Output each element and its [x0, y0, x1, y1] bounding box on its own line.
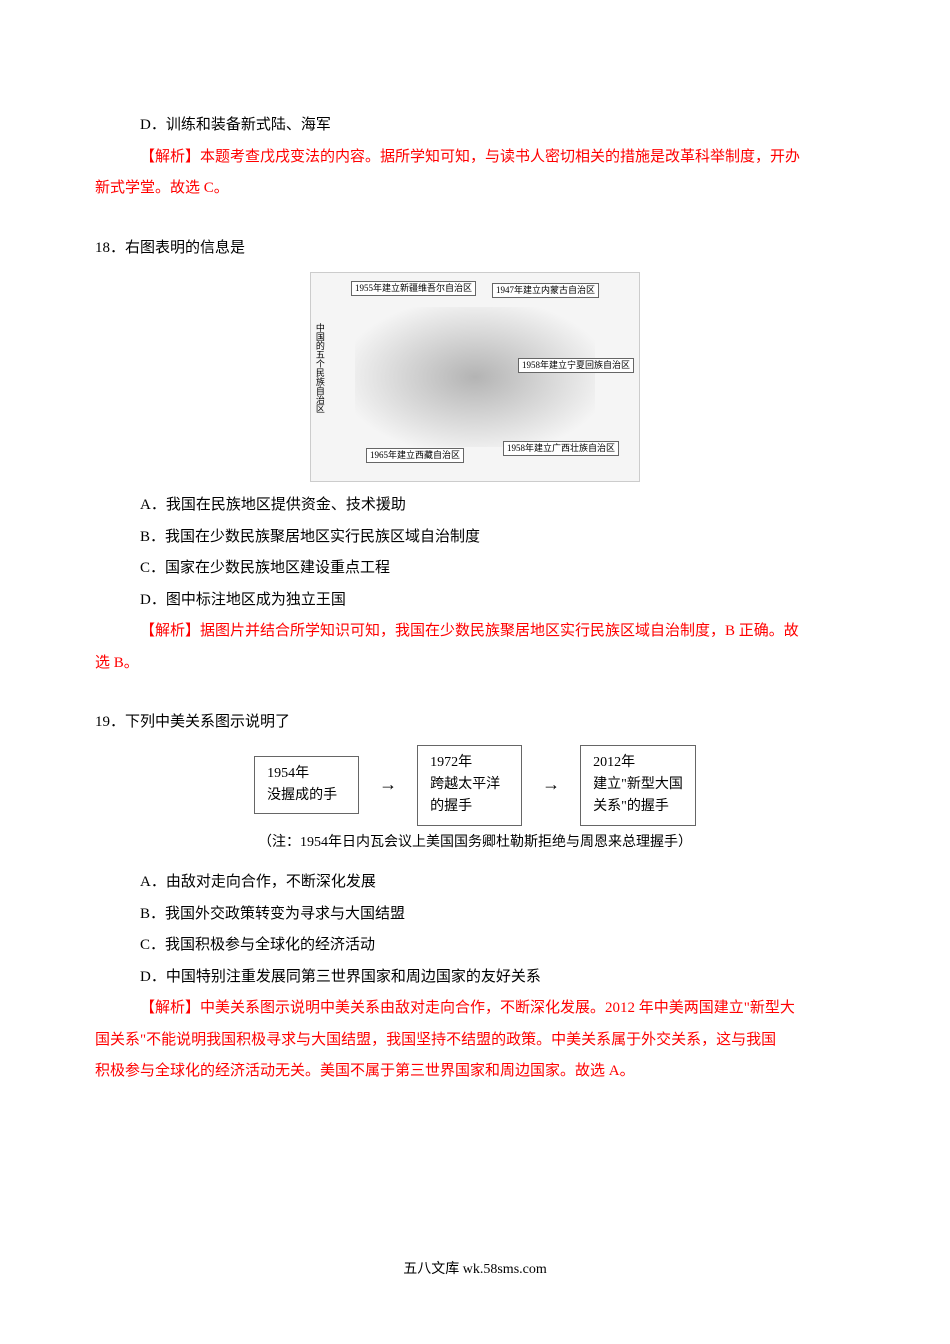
q18-option-d: D．图中标注地区成为独立王国 [95, 585, 855, 617]
q19-diagram: 1954年 没握成的手 → 1972年 跨越太平洋 的握手 → 2012年 建立… [95, 745, 855, 826]
q19-option-b: B．我国外交政策转变为寻求与大国结盟 [95, 899, 855, 931]
diagram-box-1954: 1954年 没握成的手 [254, 756, 359, 815]
q19-option-a: A．由敌对走向合作，不断深化发展 [95, 867, 855, 899]
map-label-neimenggu: 1947年建立内蒙古自治区 [492, 283, 599, 298]
q18-option-c: C．国家在少数民族地区建设重点工程 [95, 553, 855, 585]
q17-analysis-body: 本题考查戊戌变法的内容。据所学知可知，与读书人密切相关的措施是改革科举制度，开办 [200, 149, 800, 165]
q19-analysis-line3: 积极参与全球化的经济活动无关。美国不属于第三世界国家和周边国家。故选 A。 [95, 1056, 855, 1088]
arrow-icon: → [542, 766, 560, 804]
q18-stem: 18．右图表明的信息是 [95, 205, 855, 265]
q18-analysis: 【解析】据图片并结合所学知识可知，我国在少数民族聚居地区实行民族区域自治制度，B… [95, 616, 855, 648]
box2-line2: 跨越太平洋 [430, 774, 509, 796]
q18-analysis-body: 据图片并结合所学知识可知，我国在少数民族聚居地区实行民族区域自治制度，B 正确。… [200, 623, 799, 639]
q17-option-d: D．训练和装备新式陆、海军 [95, 110, 855, 142]
box3-line3: 关系"的握手 [593, 796, 683, 818]
q17-analysis: 【解析】本题考查戊戌变法的内容。据所学知可知，与读书人密切相关的措施是改革科举制… [95, 142, 855, 174]
q19-stem: 19．下列中美关系图示说明了 [95, 679, 855, 739]
map-label-ningxia: 1958年建立宁夏回族自治区 [518, 358, 634, 373]
box2-line3: 的握手 [430, 796, 509, 818]
q18-option-a: A．我国在民族地区提供资金、技术援助 [95, 490, 855, 522]
map-side-label: 中国的五个民族自治区 [314, 323, 324, 433]
analysis-label: 【解析】 [140, 1000, 200, 1016]
box2-line1: 1972年 [430, 752, 509, 774]
box1-line1: 1954年 [267, 763, 346, 785]
q19-option-c: C．我国积极参与全球化的经济活动 [95, 930, 855, 962]
page-footer: 五八文库 wk.58sms.com [0, 1255, 950, 1284]
q19-analysis-body: 中美关系图示说明中美关系由敌对走向合作，不断深化发展。2012 年中美两国建立"… [200, 1000, 795, 1016]
diagram-box-2012: 2012年 建立"新型大国 关系"的握手 [580, 745, 696, 826]
q18-option-b: B．我国在少数民族聚居地区实行民族区域自治制度 [95, 522, 855, 554]
q17-analysis-cont: 新式学堂。故选 C。 [95, 173, 855, 205]
map-label-guangxi: 1958年建立广西壮族自治区 [503, 441, 619, 456]
diagram-box-1972: 1972年 跨越太平洋 的握手 [417, 745, 522, 826]
q18-map-container: 中国的五个民族自治区 1955年建立新疆维吾尔自治区 1947年建立内蒙古自治区… [95, 272, 855, 482]
q19-analysis: 【解析】中美关系图示说明中美关系由敌对走向合作，不断深化发展。2012 年中美两… [95, 993, 855, 1025]
q18-analysis-cont: 选 B。 [95, 648, 855, 680]
diagram-row: 1954年 没握成的手 → 1972年 跨越太平洋 的握手 → 2012年 建立… [254, 745, 696, 826]
analysis-label: 【解析】 [140, 149, 200, 165]
analysis-label: 【解析】 [140, 623, 200, 639]
box1-line2: 没握成的手 [267, 785, 346, 807]
box3-line2: 建立"新型大国 [593, 774, 683, 796]
q19-analysis-line2: 国关系"不能说明我国积极寻求与大国结盟，我国坚持不结盟的政策。中美关系属于外交关… [95, 1025, 855, 1057]
map-label-xizang: 1965年建立西藏自治区 [366, 448, 464, 463]
map-label-xinjiang: 1955年建立新疆维吾尔自治区 [351, 281, 476, 296]
box3-line1: 2012年 [593, 752, 683, 774]
q18-map: 中国的五个民族自治区 1955年建立新疆维吾尔自治区 1947年建立内蒙古自治区… [310, 272, 640, 482]
map-shape [355, 307, 595, 447]
arrow-icon: → [379, 766, 397, 804]
q19-diagram-note: （注：1954年日内瓦会议上美国国务卿杜勒斯拒绝与周恩来总理握手） [95, 828, 855, 857]
q19-option-d: D．中国特别注重发展同第三世界国家和周边国家的友好关系 [95, 962, 855, 994]
